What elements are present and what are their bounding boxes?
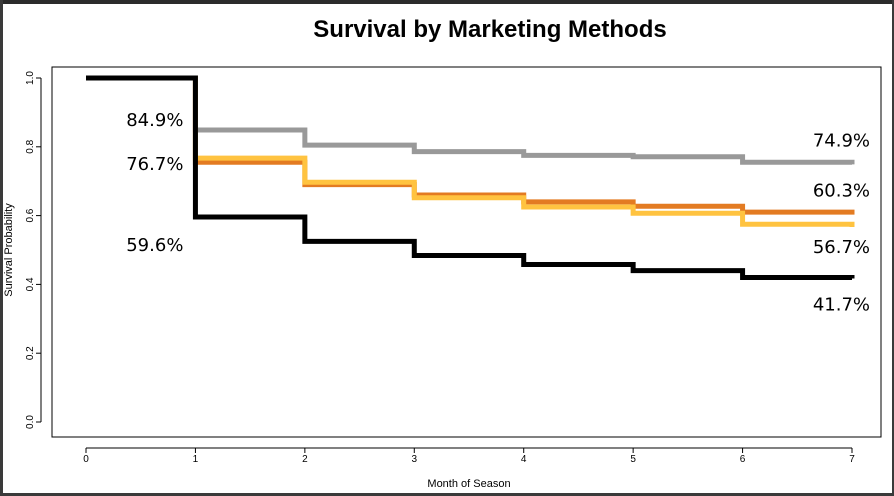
x-tick-label: 7 — [849, 454, 855, 465]
plot-area-box — [51, 66, 882, 438]
axes: 0 1 2 3 4 5 6 7 0.0 0.2 0.4 0.6 0.8 1.0 — [25, 71, 855, 465]
window-top-strip — [0, 0, 894, 4]
series-layer — [86, 75, 855, 281]
chart-title: Survival by Marketing Methods — [313, 16, 666, 43]
x-axis-label: Month of Season — [427, 478, 510, 490]
value-annotation: 59.6% — [126, 235, 183, 256]
y-tick-label: 0.2 — [25, 346, 36, 360]
series-line-2 — [86, 75, 855, 227]
series-line-1 — [86, 75, 855, 215]
y-tick-label: 0.6 — [25, 208, 36, 222]
x-tick-label: 6 — [740, 454, 746, 465]
value-annotation: 76.7% — [126, 154, 183, 175]
x-tick-label: 4 — [521, 454, 527, 465]
value-annotation: 56.7% — [813, 237, 870, 258]
x-tick-label: 1 — [193, 454, 199, 465]
x-tick-label: 5 — [630, 454, 636, 465]
x-tick-label: 0 — [83, 454, 89, 465]
x-tick-label: 2 — [302, 454, 308, 465]
value-annotation: 60.3% — [813, 181, 870, 202]
y-tick-label: 1.0 — [25, 71, 36, 85]
y-tick-label: 0.0 — [25, 415, 36, 429]
value-annotation: 41.7% — [813, 295, 870, 316]
y-axis-label: Survival Probability — [3, 203, 15, 297]
series-line-3 — [86, 75, 855, 281]
value-annotation: 74.9% — [813, 130, 870, 151]
series-line-0 — [86, 75, 855, 165]
y-tick-label: 0.4 — [25, 277, 36, 291]
x-tick-label: 3 — [412, 454, 418, 465]
value-annotation: 84.9% — [126, 110, 183, 131]
annotation-layer: 84.9% 76.7% 59.6% 74.9% 60.3% 56.7% 41.7% — [126, 110, 870, 316]
y-tick-label: 0.8 — [25, 139, 36, 153]
